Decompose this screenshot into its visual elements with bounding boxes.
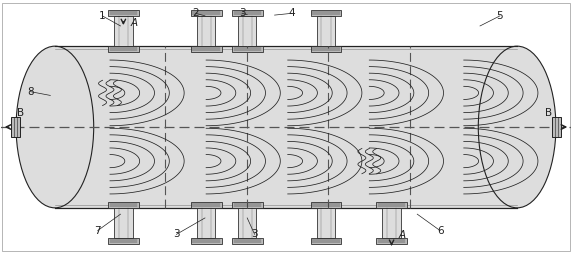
Text: 4: 4 (288, 8, 295, 18)
Text: 1: 1 (99, 11, 106, 21)
Bar (232, 202, 263, 208)
Text: 3: 3 (173, 229, 180, 239)
Bar (190, 202, 221, 208)
Bar (108, 10, 139, 16)
Text: 3: 3 (239, 8, 245, 18)
Ellipse shape (16, 46, 94, 208)
Bar (108, 202, 139, 208)
Bar (311, 46, 341, 52)
Ellipse shape (478, 46, 556, 208)
Bar (108, 238, 139, 244)
Bar (311, 10, 341, 16)
Text: A: A (399, 230, 406, 240)
Bar (552, 117, 561, 137)
Text: 3: 3 (251, 229, 258, 239)
Text: A: A (131, 18, 138, 28)
Bar (114, 208, 133, 238)
Text: B: B (545, 108, 552, 118)
Text: B: B (17, 108, 23, 118)
Bar (190, 10, 221, 16)
Text: 7: 7 (94, 226, 101, 235)
Bar (197, 208, 215, 238)
Text: 6: 6 (437, 226, 443, 235)
Bar (376, 202, 407, 208)
Bar (190, 46, 221, 52)
Bar (197, 16, 215, 46)
Bar (55, 46, 517, 208)
Text: 2: 2 (193, 8, 199, 18)
Bar (190, 238, 221, 244)
Bar (232, 238, 263, 244)
Text: 8: 8 (27, 87, 34, 97)
Bar (317, 16, 335, 46)
Bar (238, 16, 256, 46)
Bar (11, 117, 20, 137)
Bar (238, 208, 256, 238)
Text: 5: 5 (496, 11, 503, 21)
Bar (311, 202, 341, 208)
Bar (108, 46, 139, 52)
Bar (317, 208, 335, 238)
Bar (232, 46, 263, 52)
Bar (376, 238, 407, 244)
Bar (232, 10, 263, 16)
Bar (383, 208, 401, 238)
Bar (311, 238, 341, 244)
Bar (114, 16, 133, 46)
